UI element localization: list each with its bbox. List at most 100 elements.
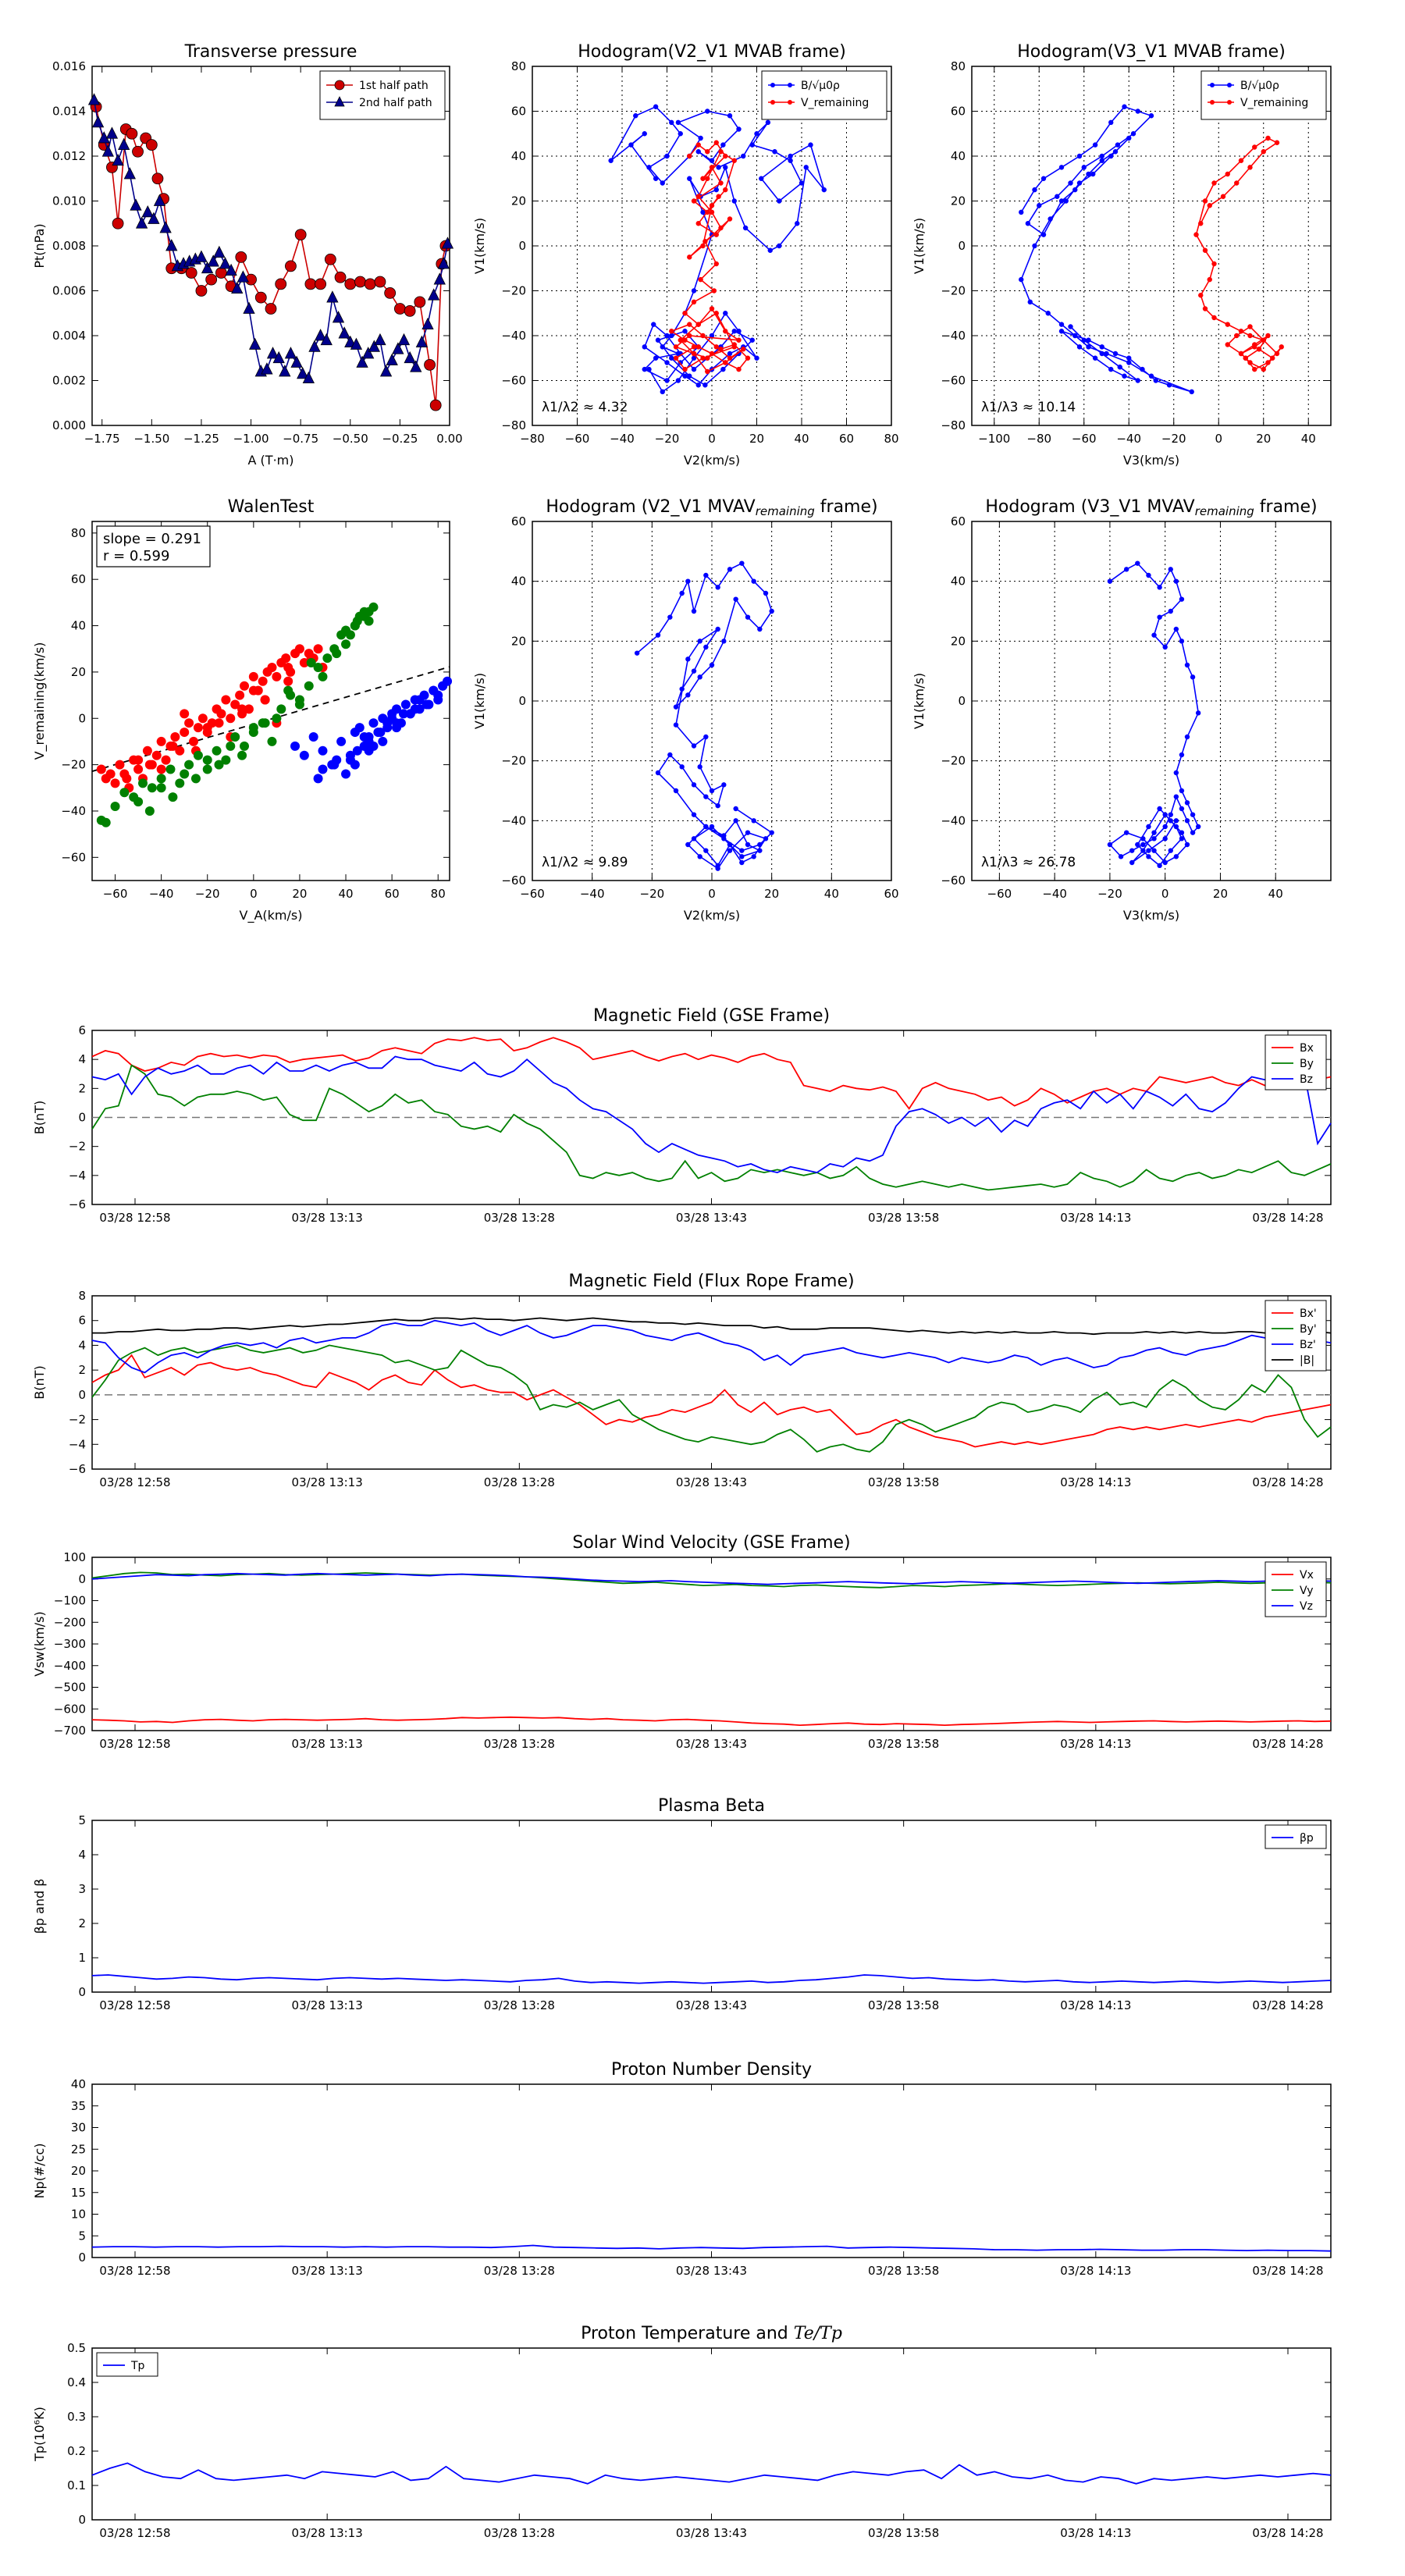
data-point bbox=[334, 271, 347, 283]
data-point bbox=[285, 260, 297, 272]
chart-title: Magnetic Field (Flux Rope Frame) bbox=[568, 1272, 854, 1291]
x-tick-label: 03/28 13:28 bbox=[484, 1737, 555, 1751]
x-tick-label: 03/28 13:13 bbox=[292, 2526, 363, 2540]
data-point bbox=[1225, 171, 1230, 177]
data-point bbox=[329, 760, 340, 770]
y-tick-label: 2 bbox=[78, 1916, 86, 1930]
data-point bbox=[87, 93, 101, 105]
hodogram-v2-mvav-chart: −60 −40 −20 0 20 40 60 −60 −40 −20 0 20 40 60 Hodogram… bbox=[472, 497, 899, 923]
solar-wind-velocity-chart: −700 −600 −500 −400 −300 −200 −100 0 100 03/28 12… bbox=[32, 1533, 1332, 1751]
data-point bbox=[168, 792, 178, 802]
y-tick-label: −40 bbox=[501, 329, 526, 343]
data-point bbox=[175, 778, 185, 788]
data-point bbox=[1179, 836, 1185, 841]
data-point bbox=[272, 713, 282, 724]
data-point bbox=[655, 770, 661, 776]
title-end: frame) bbox=[1254, 497, 1318, 517]
data-point bbox=[1252, 144, 1257, 150]
data-point bbox=[669, 333, 674, 339]
y-tick-label: 0 bbox=[78, 1388, 86, 1402]
series-line bbox=[91, 1055, 1332, 1174]
data-point bbox=[713, 232, 719, 237]
data-point bbox=[1168, 818, 1173, 824]
data-point bbox=[703, 644, 709, 650]
data-point bbox=[718, 347, 724, 352]
data-point bbox=[715, 626, 720, 632]
x-tick-label: −80 bbox=[520, 432, 545, 446]
data-point bbox=[697, 764, 702, 770]
legend-label: Vz bbox=[1300, 1600, 1313, 1613]
data-point bbox=[727, 113, 733, 119]
y-tick-label: 60 bbox=[951, 514, 966, 528]
data-point bbox=[142, 745, 152, 756]
series-line bbox=[1108, 562, 1200, 866]
legend-label: Vx bbox=[1300, 1569, 1314, 1582]
data-point bbox=[745, 614, 751, 620]
data-point bbox=[691, 355, 697, 361]
data-point bbox=[1238, 350, 1244, 357]
data-point bbox=[727, 848, 733, 853]
data-point bbox=[1135, 378, 1140, 383]
transverse-pressure-chart: −1.75 −1.50 −1.25 −1.00 −0.75 −0.50 −0.25 0.000… bbox=[32, 42, 463, 468]
data-point bbox=[320, 333, 333, 346]
y-tick-label: 3 bbox=[78, 1882, 86, 1896]
y-tick-label: 6 bbox=[78, 1314, 86, 1328]
y-tick-label: −300 bbox=[54, 1637, 86, 1651]
data-point bbox=[362, 347, 375, 359]
y-tick-label: 40 bbox=[71, 2077, 86, 2091]
data-point bbox=[294, 229, 307, 241]
y-tick-label: 20 bbox=[951, 634, 966, 648]
data-point bbox=[803, 165, 809, 170]
x-tick-label: 03/28 13:13 bbox=[292, 1998, 363, 2012]
data-point bbox=[368, 718, 379, 728]
data-point bbox=[739, 854, 745, 859]
data-point bbox=[687, 373, 692, 379]
data-point bbox=[184, 718, 194, 728]
data-point bbox=[1068, 180, 1073, 186]
y-tick-label: −4 bbox=[69, 1437, 86, 1451]
data-point bbox=[795, 221, 800, 226]
y-tick-label: 2 bbox=[78, 1363, 86, 1377]
data-point bbox=[1162, 836, 1168, 841]
data-point bbox=[682, 373, 688, 379]
y-tick-label: 0 bbox=[518, 694, 526, 708]
y-axis-label: Pt(nPa) bbox=[32, 223, 47, 268]
data-point bbox=[145, 139, 158, 151]
data-point bbox=[1247, 324, 1253, 329]
x-tick-label: −20 bbox=[1097, 887, 1122, 901]
data-point bbox=[736, 366, 742, 372]
data-point bbox=[691, 836, 697, 841]
x-tick-label: 03/28 13:43 bbox=[676, 1211, 747, 1225]
y-tick-label: −600 bbox=[54, 1702, 86, 1716]
data-point bbox=[374, 333, 386, 346]
data-point bbox=[754, 355, 759, 361]
data-point bbox=[1019, 209, 1024, 215]
data-point bbox=[1261, 366, 1266, 372]
data-point bbox=[705, 109, 710, 114]
data-point bbox=[404, 350, 416, 364]
data-point bbox=[1090, 171, 1096, 177]
data-point bbox=[96, 764, 106, 774]
data-point bbox=[165, 764, 176, 774]
data-point bbox=[727, 350, 733, 357]
y-tick-label: −60 bbox=[941, 873, 966, 888]
magnetic-field-gse-chart: −6 −4 −2 0 2 4 6 03/28 12:58 03/28 13:13 03/28 13… bbox=[32, 1006, 1332, 1225]
x-tick-label: −20 bbox=[1161, 432, 1186, 446]
y-tick-label: 0.010 bbox=[52, 194, 86, 208]
data-point bbox=[1202, 247, 1208, 253]
title-sub: remaining bbox=[756, 504, 815, 518]
data-point bbox=[653, 355, 659, 361]
y-axis-label: Tp(10⁶K) bbox=[32, 2407, 47, 2462]
data-point bbox=[201, 261, 214, 274]
data-point bbox=[212, 745, 222, 756]
data-point bbox=[1184, 662, 1190, 668]
series-line bbox=[91, 1974, 1332, 1984]
data-point bbox=[266, 347, 279, 359]
data-point bbox=[294, 644, 304, 654]
data-point bbox=[299, 658, 309, 668]
data-point bbox=[265, 303, 277, 315]
y-tick-label: 4 bbox=[78, 1338, 86, 1352]
data-point bbox=[314, 329, 327, 341]
data-point bbox=[260, 718, 270, 728]
data-point bbox=[379, 365, 393, 377]
